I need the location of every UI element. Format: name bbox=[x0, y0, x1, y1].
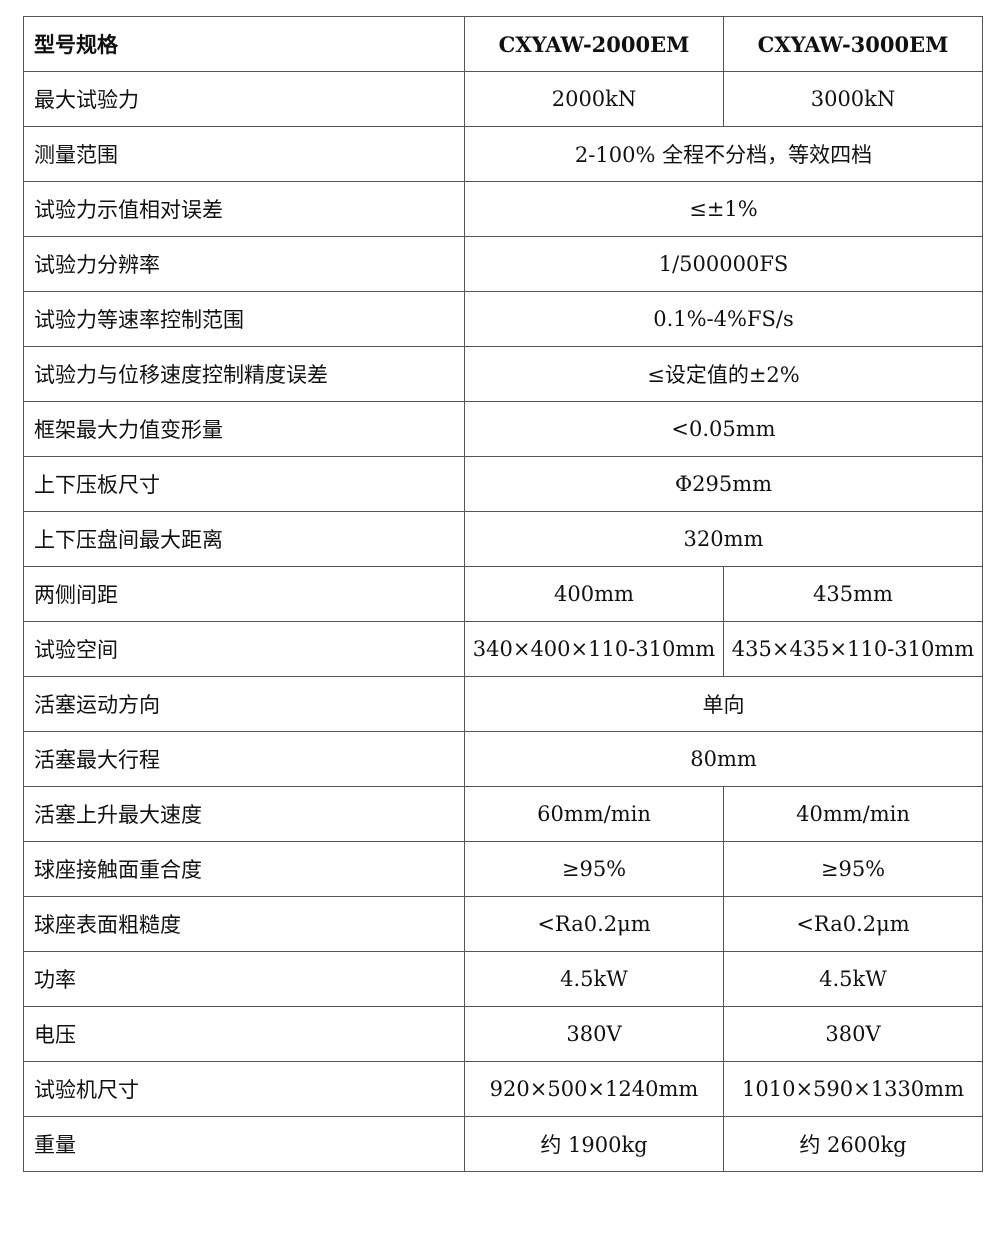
row-value-shared: 0.1%-4%FS/s bbox=[464, 291, 983, 347]
table-row: 球座接触面重合度 ≥95% ≥95% bbox=[23, 841, 983, 897]
table-row: 活塞运动方向 单向 bbox=[23, 676, 983, 732]
table-row: 电压 380V 380V bbox=[23, 1006, 983, 1062]
row-value-shared: Φ295mm bbox=[464, 456, 983, 512]
table-row: 试验力等速率控制范围 0.1%-4%FS/s bbox=[23, 291, 983, 347]
row-value-shared: ≤±1% bbox=[464, 181, 983, 237]
header-model-1: CXYAW-2000EM bbox=[464, 16, 724, 72]
table-row: 最大试验力 2000kN 3000kN bbox=[23, 71, 983, 127]
row-value-shared: 80mm bbox=[464, 731, 983, 787]
row-value-model-2: 1010×590×1330mm bbox=[723, 1061, 983, 1117]
row-value-model-1: 400mm bbox=[464, 566, 724, 622]
row-label: 试验机尺寸 bbox=[23, 1061, 465, 1117]
row-label: 两侧间距 bbox=[23, 566, 465, 622]
table-row: 试验空间 340×400×110-310mm 435×435×110-310mm bbox=[23, 621, 983, 677]
row-value-model-2: 40mm/min bbox=[723, 786, 983, 842]
row-value-model-2: 约 2600kg bbox=[723, 1116, 983, 1172]
row-label: 重量 bbox=[23, 1116, 465, 1172]
row-value-model-1: 340×400×110-310mm bbox=[464, 621, 724, 677]
row-label: 试验空间 bbox=[23, 621, 465, 677]
row-value-model-1: <Ra0.2μm bbox=[464, 896, 724, 952]
row-label: 试验力分辨率 bbox=[23, 236, 465, 292]
row-value-model-2: <Ra0.2μm bbox=[723, 896, 983, 952]
table-row: 球座表面粗糙度 <Ra0.2μm <Ra0.2μm bbox=[23, 896, 983, 952]
row-value-model-1: ≥95% bbox=[464, 841, 724, 897]
row-value-shared: 2-100% 全程不分档，等效四档 bbox=[464, 126, 983, 182]
table-row: 上下压盘间最大距离 320mm bbox=[23, 511, 983, 567]
table-row: 试验力示值相对误差 ≤±1% bbox=[23, 181, 983, 237]
row-label: 测量范围 bbox=[23, 126, 465, 182]
row-value-model-1: 4.5kW bbox=[464, 951, 724, 1007]
row-label: 功率 bbox=[23, 951, 465, 1007]
row-label: 活塞运动方向 bbox=[23, 676, 465, 732]
row-value-model-2: 435×435×110-310mm bbox=[723, 621, 983, 677]
spec-table: 型号规格 CXYAW-2000EM CXYAW-3000EM 最大试验力 2000… bbox=[23, 16, 983, 1172]
row-label: 试验力示值相对误差 bbox=[23, 181, 465, 237]
row-label: 试验力与位移速度控制精度误差 bbox=[23, 346, 465, 402]
row-label: 球座表面粗糙度 bbox=[23, 896, 465, 952]
row-label: 上下压盘间最大距离 bbox=[23, 511, 465, 567]
row-value-model-1: 920×500×1240mm bbox=[464, 1061, 724, 1117]
row-value-model-2: ≥95% bbox=[723, 841, 983, 897]
table-row: 试验力分辨率 1/500000FS bbox=[23, 236, 983, 292]
row-label: 活塞上升最大速度 bbox=[23, 786, 465, 842]
table-row: 重量约 1900kg 约 2600kg bbox=[23, 1116, 983, 1172]
row-value-shared: <0.05mm bbox=[464, 401, 983, 457]
row-value-model-2: 3000kN bbox=[723, 71, 983, 127]
row-value-shared: ≤设定值的±2% bbox=[464, 346, 983, 402]
row-value-model-1: 60mm/min bbox=[464, 786, 724, 842]
row-label: 活塞最大行程 bbox=[23, 731, 465, 787]
row-label: 电压 bbox=[23, 1006, 465, 1062]
row-value-model-1: 2000kN bbox=[464, 71, 724, 127]
row-label: 上下压板尺寸 bbox=[23, 456, 465, 512]
row-value-model-2: 4.5kW bbox=[723, 951, 983, 1007]
row-value-model-2: 380V bbox=[723, 1006, 983, 1062]
table-row: 上下压板尺寸 Φ295mm bbox=[23, 456, 983, 512]
row-value-shared: 1/500000FS bbox=[464, 236, 983, 292]
table-row: 两侧间距 400mm 435mm bbox=[23, 566, 983, 622]
table-row: 试验力与位移速度控制精度误差 ≤设定值的±2% bbox=[23, 346, 983, 402]
row-value-model-1: 约 1900kg bbox=[464, 1116, 724, 1172]
table-row: 框架最大力值变形量 <0.05mm bbox=[23, 401, 983, 457]
table-row: 试验机尺寸 920×500×1240mm 1010×590×1330mm bbox=[23, 1061, 983, 1117]
table-row: 活塞上升最大速度 60mm/min 40mm/min bbox=[23, 786, 983, 842]
header-model-2: CXYAW-3000EM bbox=[723, 16, 983, 72]
row-value-model-1: 380V bbox=[464, 1006, 724, 1062]
table-header-row: 型号规格 CXYAW-2000EM CXYAW-3000EM bbox=[23, 16, 983, 72]
table-row: 测量范围 2-100% 全程不分档，等效四档 bbox=[23, 126, 983, 182]
table-row: 活塞最大行程 80mm bbox=[23, 731, 983, 787]
table-row: 功率 4.5kW 4.5kW bbox=[23, 951, 983, 1007]
row-label: 试验力等速率控制范围 bbox=[23, 291, 465, 347]
row-value-shared: 320mm bbox=[464, 511, 983, 567]
row-value-model-2: 435mm bbox=[723, 566, 983, 622]
row-label: 球座接触面重合度 bbox=[23, 841, 465, 897]
row-label: 最大试验力 bbox=[23, 71, 465, 127]
header-label: 型号规格 bbox=[23, 16, 465, 72]
row-label: 框架最大力值变形量 bbox=[23, 401, 465, 457]
row-value-shared: 单向 bbox=[464, 676, 983, 732]
